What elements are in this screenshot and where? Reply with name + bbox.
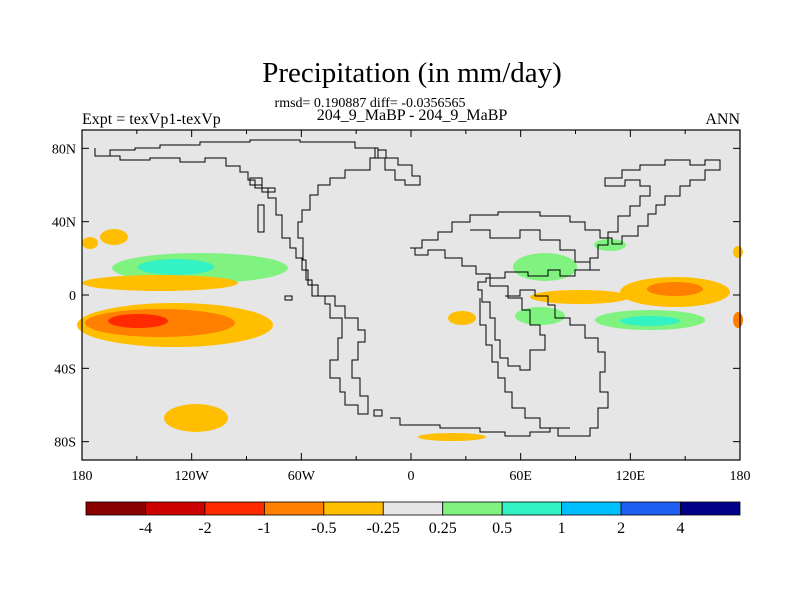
coastline-antarctic-rim <box>390 417 570 437</box>
anomaly-pos-africa <box>513 253 577 281</box>
coastline-island-west <box>257 204 265 233</box>
anomaly-neg-sopac <box>164 404 228 432</box>
anomaly-pos-maritime-core <box>620 316 680 326</box>
anomaly-neg-east-spac <box>733 312 743 328</box>
x-tick-label: 60W <box>288 469 316 484</box>
colorbar-label: 0.25 <box>429 520 457 537</box>
x-tick-label: 180 <box>72 469 93 484</box>
colorbar-box-8 <box>561 501 622 516</box>
colorbar-box-0 <box>85 501 146 516</box>
anomaly-neg-spac-core <box>108 314 168 328</box>
coastline-south-asia <box>479 289 609 437</box>
chart-subtitle: 204_9_MaBP - 204_9_MaBP <box>317 107 508 124</box>
y-tick-label: 80S <box>54 436 76 451</box>
y-tick-label: 0 <box>69 289 76 304</box>
season-label: ANN <box>705 111 740 128</box>
coastline-island-south <box>373 409 383 417</box>
anomaly-neg-seatlantic <box>448 311 476 325</box>
colorbar-box-6 <box>442 501 503 516</box>
colorbar-box-10 <box>680 501 741 516</box>
coastline-island-atlantic <box>284 295 293 301</box>
colorbar-label: -1 <box>258 520 271 537</box>
precip-contours <box>77 229 743 441</box>
coastline-island-west-2 <box>249 177 276 193</box>
anomaly-pos-asia <box>594 239 626 251</box>
x-tick-label: 120W <box>175 469 210 484</box>
colorbar-box-3 <box>263 501 325 516</box>
colorbar-box-2 <box>204 501 265 516</box>
colorbar-label: 4 <box>677 520 685 537</box>
colorbar-box-1 <box>145 501 206 516</box>
colorbar-label: -0.25 <box>367 520 400 537</box>
colorbar-label: 1 <box>558 520 566 537</box>
colorbar-box-9 <box>620 501 681 516</box>
colorbar-box-7 <box>501 501 563 516</box>
colorbar: -4 -2 -1 -0.5 -0.25 0.25 0.5 1 2 4 <box>85 501 741 537</box>
colorbar-box-5 <box>382 501 444 516</box>
anomaly-neg-eqpac <box>82 275 238 291</box>
anomaly-neg-indian <box>530 290 630 304</box>
anomaly-neg-east-edge <box>733 246 743 258</box>
colorbar-box-4 <box>323 501 384 516</box>
anomaly-neg-southern <box>418 433 486 441</box>
colorbar-label: -4 <box>139 520 152 537</box>
x-tick-label: 120E <box>616 469 646 484</box>
anomaly-neg-dateline <box>82 237 98 249</box>
coastline-afro-eurasia <box>410 159 721 371</box>
y-tick-label: 80N <box>52 142 76 157</box>
colorbar-label: 0.5 <box>492 520 512 537</box>
x-tick-label: 60E <box>509 469 532 484</box>
x-tick-label: 0 <box>408 469 415 484</box>
x-tick-label: 180 <box>730 469 751 484</box>
coastline-northwest <box>355 147 421 186</box>
y-tick-label: 40S <box>54 362 76 377</box>
coastline-asia-east <box>470 229 600 271</box>
colorbar-label: -0.5 <box>311 520 336 537</box>
anomaly-neg-nepac <box>100 229 128 245</box>
anomaly-pos-sindian <box>515 307 565 325</box>
anomaly-neg-wpac-core <box>647 282 703 296</box>
y-tick-label: 40N <box>52 216 76 231</box>
x-axis: 180 120W 60W 0 60E 120E 180 <box>72 130 751 484</box>
colorbar-label: 2 <box>617 520 625 537</box>
experiment-label: Expt = texVp1-texVp <box>82 111 221 128</box>
stats-line: rmsd= 0.190887 diff= -0.0356565 <box>275 96 466 111</box>
chart-title: Precipitation (in mm/day) <box>262 57 562 89</box>
coastlines <box>94 139 721 437</box>
y-axis: 80N 40N 0 40S 80S <box>52 142 740 451</box>
colorbar-label: -2 <box>198 520 211 537</box>
anomaly-pos-npac-core <box>138 259 214 275</box>
